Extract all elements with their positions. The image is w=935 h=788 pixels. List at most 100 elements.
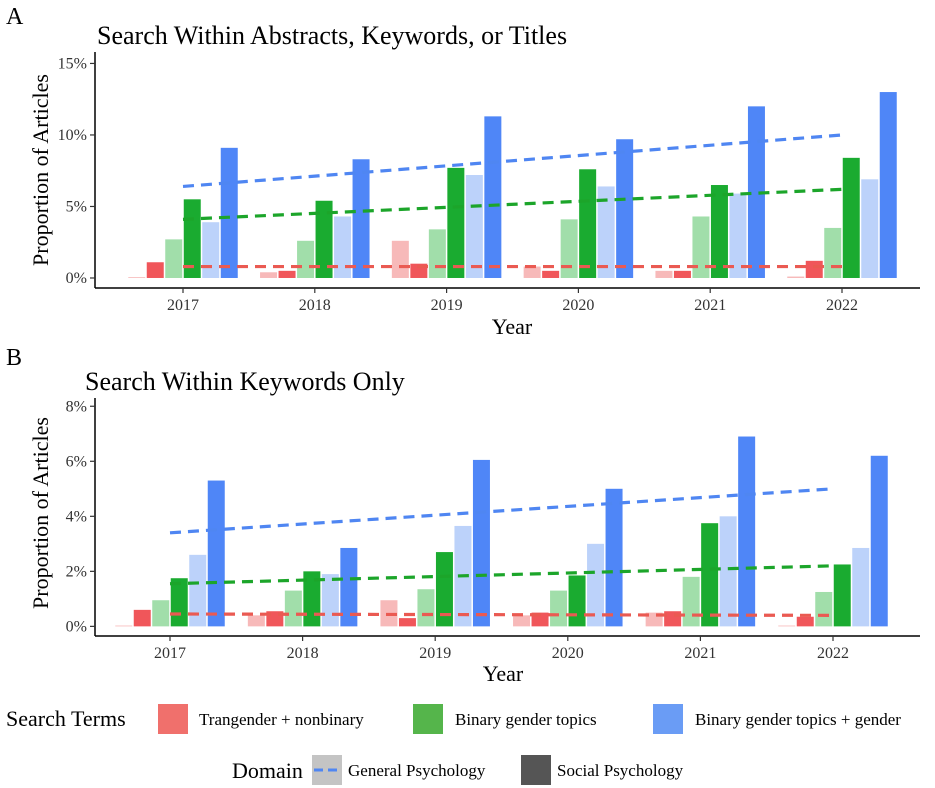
panel-b-bar-trans_general — [778, 625, 796, 627]
panel-a-bar-binary_social — [315, 200, 333, 278]
panel-a-bar-trans_general — [128, 277, 146, 278]
panel-b-bar-binary_general — [152, 600, 170, 627]
panel-b-y-tick-label: 4% — [66, 508, 87, 525]
panel-a-bar-binary_social — [447, 167, 465, 278]
panel-a-bar-gender_social — [352, 159, 370, 278]
panel-a-x-tick-label: 2022 — [826, 297, 858, 314]
panel-b-bar-binary_social — [568, 575, 586, 627]
panel-b-bar-trans_social — [133, 609, 151, 627]
panel-b-bar-trans_social — [398, 618, 416, 627]
panel-a-bar-trans_general — [655, 270, 673, 278]
panel-a-bar-gender_general — [334, 216, 352, 278]
panel-a-plot-area: 0% 5% 10% 15% 2017 2018 2019 2020 2021 2022 — [58, 52, 920, 314]
panel-b-trend_binary-line — [169, 564, 834, 586]
panel-a-bar-binary_general — [428, 229, 446, 278]
panel-a-bar-binary_general — [165, 239, 183, 278]
panel-b-bar-binary_general — [284, 590, 302, 627]
panel-b-x-axis-title: Year — [483, 661, 524, 686]
panel-b-bar-binary_social — [833, 564, 851, 627]
panel-b-bar-binary_general — [682, 576, 700, 627]
panel-a-bar-gender_social — [879, 92, 897, 278]
panel-b-y-tick-label: 6% — [66, 453, 87, 470]
panel-b-x-tick-label: 2019 — [419, 645, 451, 662]
panel-a-bar-trans_general — [523, 266, 541, 278]
panel-a-bar-binary_general — [692, 216, 710, 278]
panel-b-bar-binary_social — [701, 523, 719, 627]
panel-a-bar-trans_social — [805, 260, 823, 278]
panel-b-bar-trans_general — [247, 615, 265, 627]
panel-a-bar-gender_general — [729, 193, 747, 278]
panel-b-bar-gender_general — [719, 516, 737, 627]
panel-b-bar-gender_social — [472, 459, 490, 627]
legend-search-terms: Search Terms Trangender + nonbinary Bina… — [6, 704, 901, 734]
panel-b-trend_gender-line — [169, 487, 834, 535]
panel-b-bar-trans_social — [796, 616, 814, 627]
panel-b-title: Search Within Keywords Only — [85, 367, 405, 396]
panel-a-y-tick-label: 5% — [66, 198, 87, 215]
panel-b-plot-area: 0% 2% 4% 6% 8% 2017 2018 2019 2020 2021 2022 — [66, 398, 920, 662]
panel-a-x-tick-label: 2018 — [299, 297, 331, 314]
panel-a-bar-gender_general — [861, 179, 879, 278]
panel-b-x-tick-label: 2020 — [552, 645, 584, 662]
panel-a-bar-binary_social — [710, 185, 728, 278]
legend-swatch-gender — [653, 704, 683, 734]
panel-a-bar-gender_social — [616, 139, 634, 278]
legend-swatch-social — [521, 755, 551, 785]
legend-label-social: Social Psychology — [557, 761, 684, 780]
panel-b-bar-binary_general — [417, 589, 435, 627]
panel-b-bar-gender_social — [207, 480, 225, 627]
panel-a-trend_binary-line — [182, 187, 843, 221]
panel-a-bar-gender_social — [484, 116, 502, 278]
panel-a-bar-binary_general — [824, 227, 842, 278]
panel-b-bar-gender_social — [340, 547, 358, 627]
panel-a-bar-trans_social — [278, 270, 296, 278]
panel-b-y-tick-label: 0% — [66, 618, 87, 635]
panel-b-x-tick-label: 2018 — [287, 645, 319, 662]
panel-b-bar-binary_social — [435, 552, 453, 627]
panel-a-bar-trans_social — [673, 270, 691, 278]
legend-swatch-binary — [413, 704, 443, 734]
legend-domain: Domain General Psychology Social Psychol… — [232, 755, 684, 785]
panel-a-bar-trans_general — [260, 272, 278, 278]
panel-b-bar-gender_general — [852, 547, 870, 627]
panel-b-bar-binary_general — [815, 591, 833, 627]
panel-b-bar-binary_social — [303, 571, 321, 627]
legend-swatch-trans — [158, 704, 188, 734]
panel-a-bar-binary_social — [579, 169, 597, 278]
panel-a-y-axis-title: Proportion of Articles — [28, 74, 53, 266]
panel-b-bar-binary_social — [170, 578, 188, 627]
panel-a-bar-gender_general — [597, 186, 615, 278]
legend-search-terms-title: Search Terms — [6, 706, 126, 731]
panel-a-x-axis-title: Year — [492, 314, 533, 339]
panel-b-y-tick-label: 2% — [66, 563, 87, 580]
panel-a-x-tick-label: 2021 — [694, 297, 726, 314]
panel-b: B Search Within Keywords Only Proportion… — [6, 345, 920, 686]
panel-b-bar-gender_social — [738, 436, 756, 627]
panel-a-bar-binary_social — [842, 157, 860, 278]
panel-a-bar-gender_social — [747, 106, 765, 278]
panel-b-x-tick-label: 2017 — [154, 645, 186, 662]
panel-a-bar-binary_general — [560, 219, 578, 278]
panel-a-y-tick-label: 10% — [58, 127, 87, 144]
panel-a-x-tick-label: 2017 — [167, 297, 199, 314]
panel-a-y-tick-label: 0% — [66, 270, 87, 287]
panel-a: A Search Within Abstracts, Keywords, or … — [6, 4, 920, 339]
panel-a-bar-gender_general — [202, 222, 220, 278]
panel-b-y-tick-label: 8% — [66, 398, 87, 415]
panel-a-bar-trans_social — [146, 262, 164, 278]
panel-a-title: Search Within Abstracts, Keywords, or Ti… — [97, 21, 567, 50]
panel-b-bar-gender_general — [189, 554, 207, 627]
panel-a-bar-trans_social — [542, 270, 560, 278]
panel-b-bar-trans_general — [115, 625, 133, 627]
panel-a-y-tick-label: 15% — [58, 55, 87, 72]
panel-b-bar-gender_general — [321, 574, 339, 627]
legend-label-binary: Binary gender topics — [455, 710, 597, 729]
panel-a-bar-binary_general — [297, 240, 315, 278]
panel-b-x-tick-label: 2022 — [817, 645, 849, 662]
panel-a-trend_gender-line — [182, 133, 843, 189]
panel-b-trend_trans-line — [169, 612, 834, 617]
legend-label-general: General Psychology — [348, 761, 486, 780]
panel-b-bar-gender_social — [605, 488, 623, 627]
panel-letter-a: A — [6, 4, 24, 30]
